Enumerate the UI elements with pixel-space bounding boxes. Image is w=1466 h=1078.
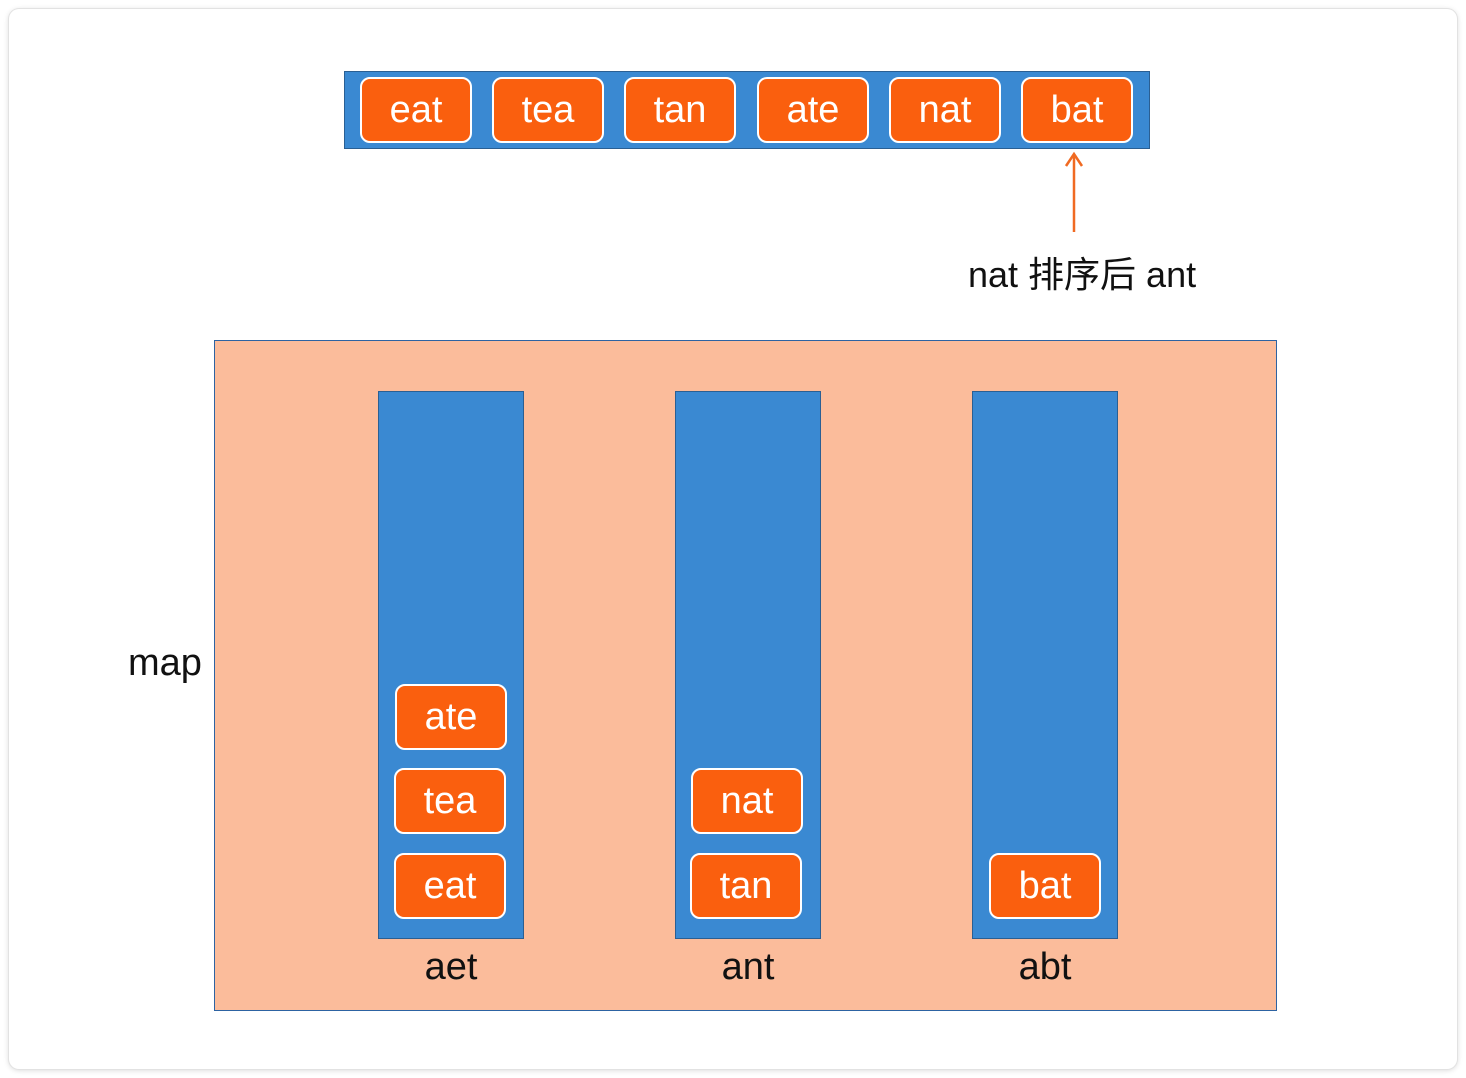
bucket-aet: ate tea eat	[378, 391, 524, 939]
input-array: eat tea tan ate nat bat	[344, 71, 1150, 149]
array-item-1: tea	[492, 77, 604, 143]
bucket-aet-item-2: eat	[394, 853, 506, 919]
bucket-aet-item-0: ate	[395, 684, 507, 750]
map-label: map	[128, 642, 202, 684]
array-item-0: eat	[360, 77, 472, 143]
array-item-5: bat	[1021, 77, 1133, 143]
sort-note: nat 排序后 ant	[968, 254, 1197, 295]
bucket-ant-item-1: tan	[690, 853, 802, 919]
bucket-ant-item-0: nat	[691, 768, 803, 834]
bucket-key-ant: ant	[721, 946, 775, 988]
pointer-arrow-icon	[1064, 151, 1084, 232]
array-item-4: nat	[889, 77, 1001, 143]
bucket-key-abt: abt	[1018, 946, 1072, 988]
bucket-abt-item-0: bat	[989, 853, 1101, 919]
array-item-3: ate	[757, 77, 869, 143]
bucket-abt: bat	[972, 391, 1118, 939]
bucket-ant: nat tan	[675, 391, 821, 939]
bucket-key-aet: aet	[424, 946, 478, 988]
bucket-aet-item-1: tea	[394, 768, 506, 834]
array-item-2: tan	[624, 77, 736, 143]
